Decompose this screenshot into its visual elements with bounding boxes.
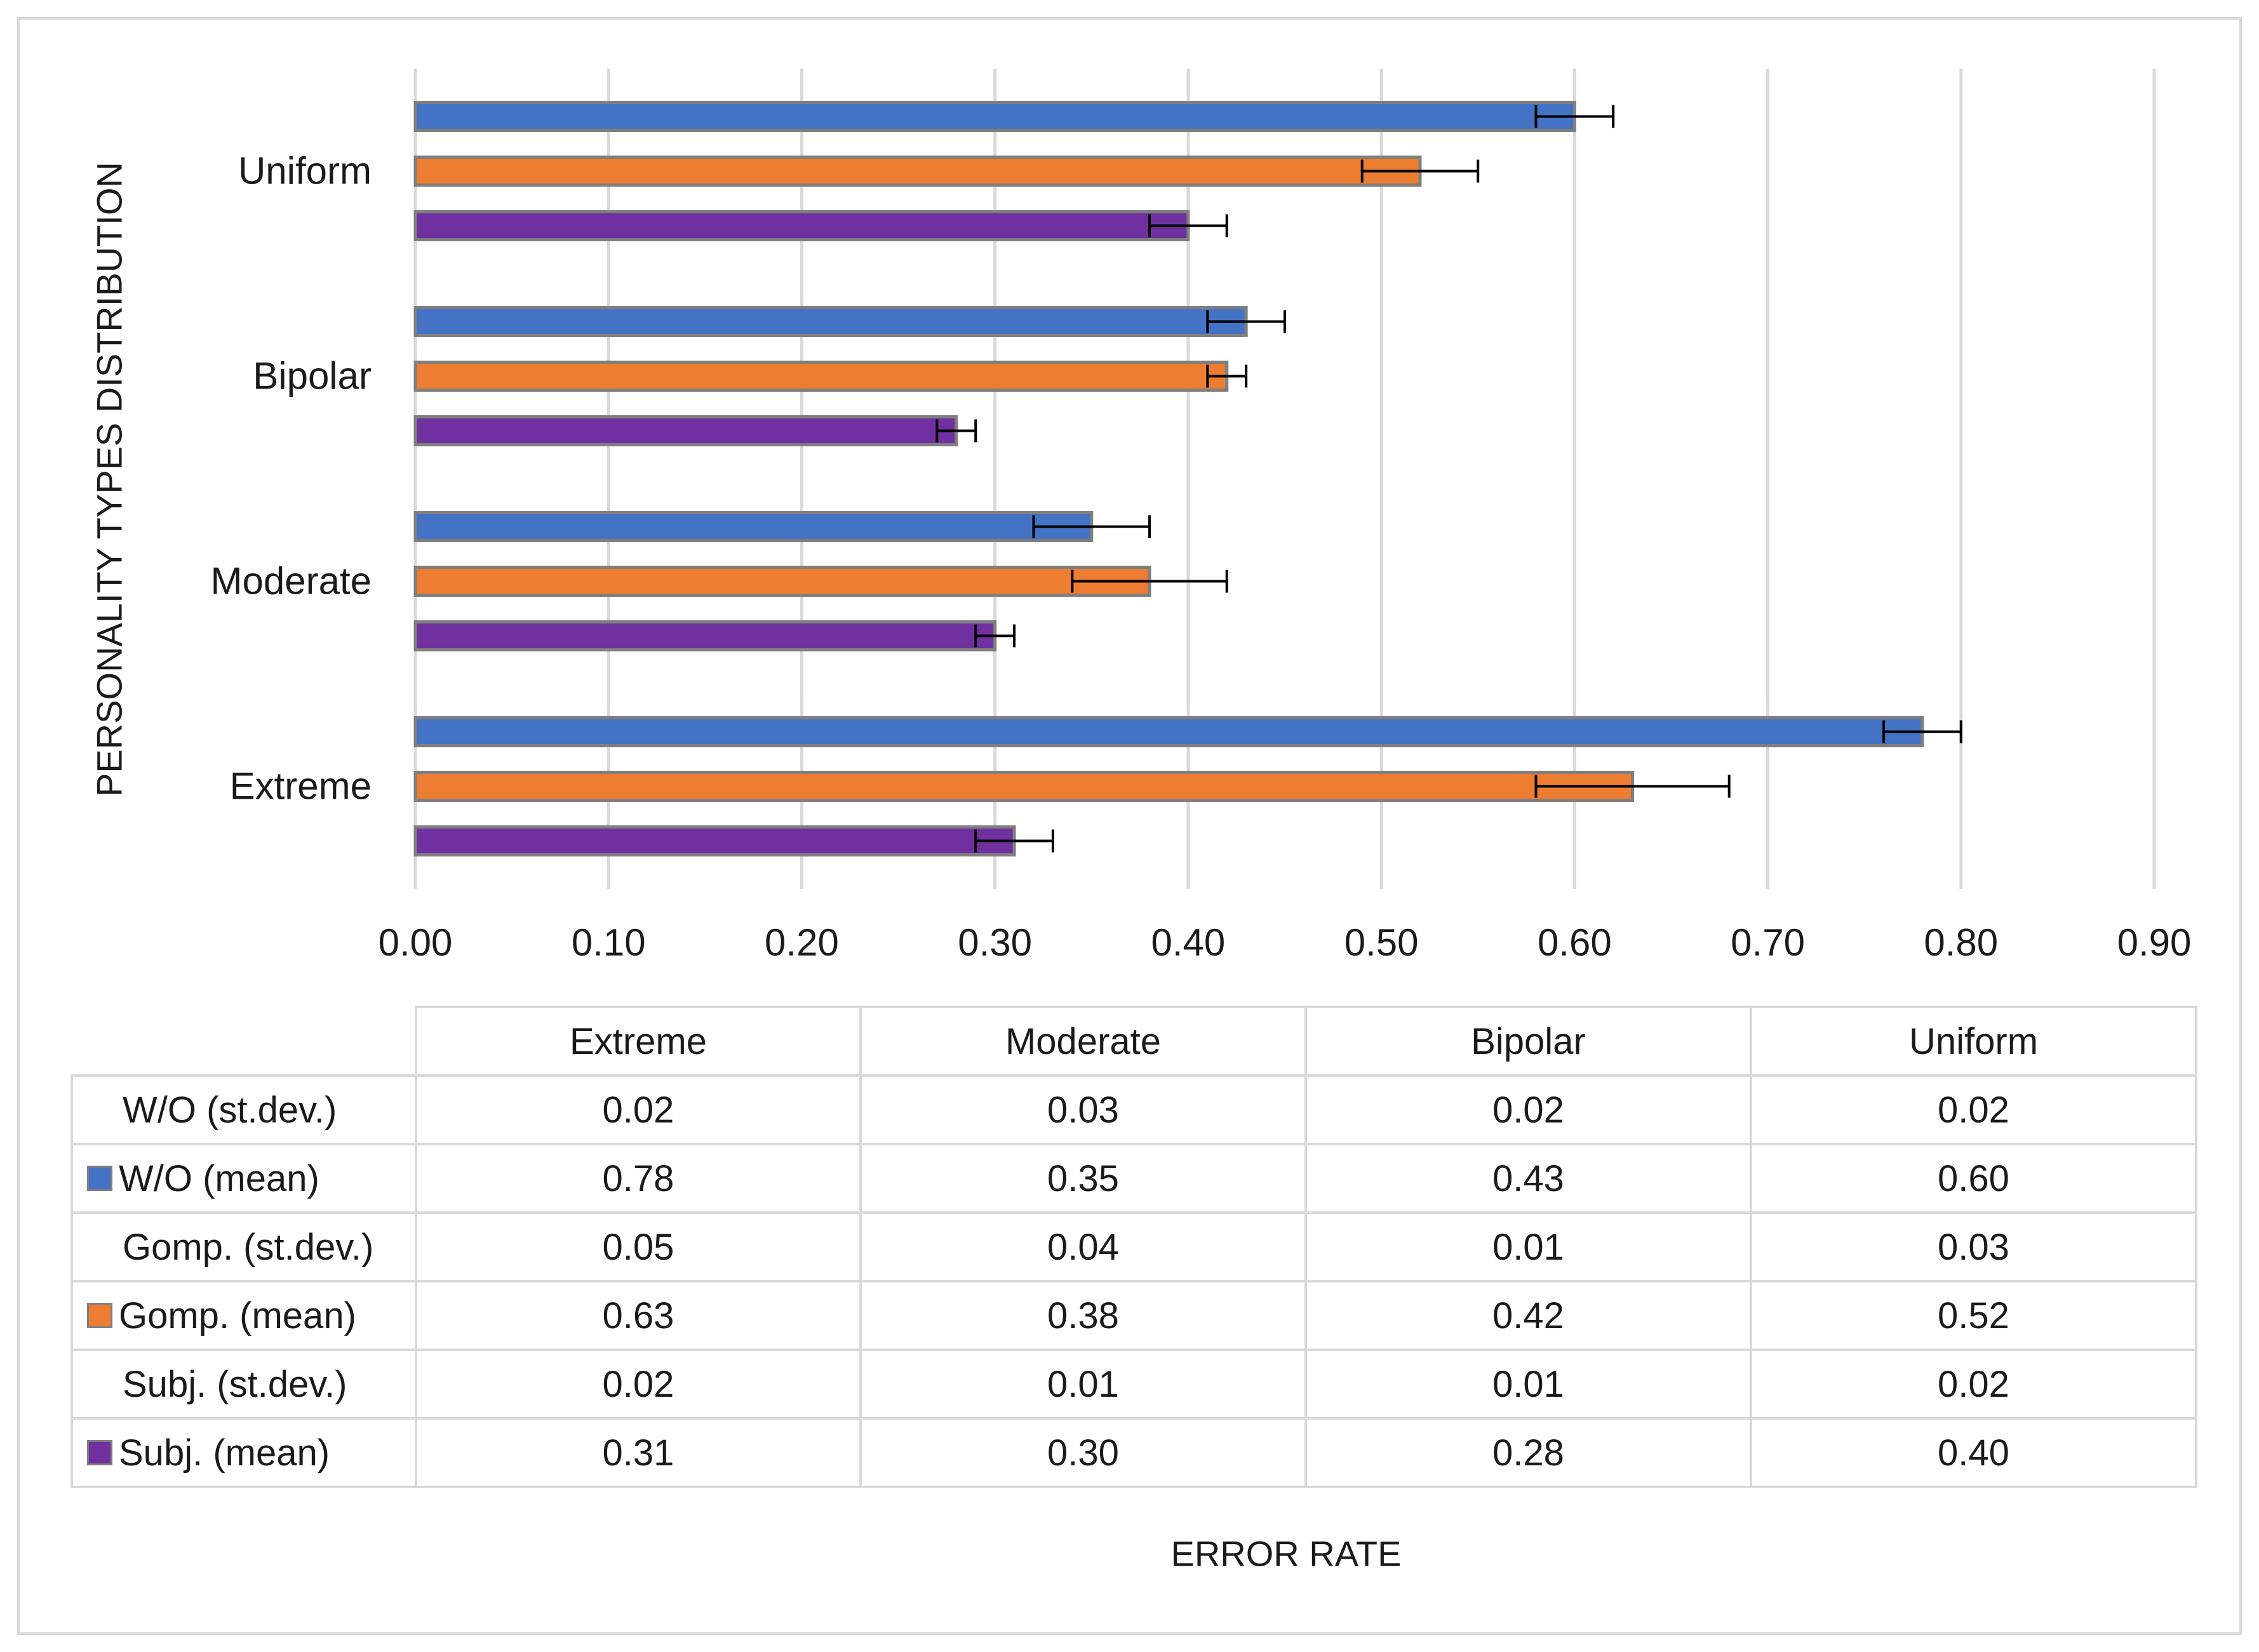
table-row: Subj. (st.dev.) 0.02 0.01 0.01 0.02 [70,1349,2197,1420]
x-tick-label: 0.40 [1151,921,1225,964]
table-column-header: Extreme [415,1006,862,1077]
table-row-label-text: W/O (st.dev.) [123,1089,337,1131]
table-row-label: Subj. (st.dev.) [70,1349,417,1420]
bar [413,716,1924,747]
table-cell: 0.38 [859,1280,1307,1351]
bar [413,361,1229,392]
table-cell: 0.02 [415,1074,862,1145]
bar [413,771,1635,802]
table-row-label-text: W/O (mean) [119,1157,319,1199]
bar [413,566,1151,597]
table-cell: 0.43 [1304,1143,1752,1214]
table-cell: 0.40 [1750,1417,2197,1488]
table-cell: 0.60 [1750,1143,2197,1214]
legend-key-icon [87,1303,112,1329]
table-row-label-text: Subj. (mean) [119,1432,330,1474]
x-tick-label: 0.90 [2117,921,2192,964]
table-cell: 0.05 [415,1211,862,1282]
bar [413,156,1422,187]
table-cell: 0.01 [1304,1349,1752,1420]
bar [413,511,1094,542]
table-cell: 0.01 [859,1349,1307,1420]
category-label: Bipolar [253,355,372,397]
category-label: Extreme [230,765,372,808]
bar [413,415,958,446]
table-row: W/O (mean) 0.78 0.35 0.43 0.60 [70,1143,2197,1214]
x-tick-label: 0.50 [1344,921,1419,964]
table-cell: 0.02 [1750,1074,2197,1145]
bar [413,825,1016,856]
table-row: Gomp. (st.dev.) 0.05 0.04 0.01 0.03 [70,1211,2197,1282]
table-cell: 0.78 [415,1143,862,1214]
table-cell: 0.03 [1750,1211,2197,1282]
table-row-label-text: Gomp. (mean) [119,1295,356,1336]
bar [413,620,997,651]
chart-frame [17,17,2242,1635]
x-axis-label: ERROR RATE [1170,1533,1402,1574]
table-row-label: Subj. (mean) [70,1417,417,1488]
table-row-label: W/O (st.dev.) [70,1074,417,1145]
table-column-header: Moderate [859,1006,1307,1077]
table-column-header: Uniform [1750,1006,2197,1077]
bar [413,306,1248,337]
x-tick-label: 0.70 [1731,921,1805,964]
x-tick-label: 0.20 [765,921,839,964]
table-cell: 0.28 [1304,1417,1752,1488]
table-row-label: Gomp. (st.dev.) [70,1211,417,1282]
x-tick-label: 0.00 [379,921,453,964]
legend-key-icon [87,1440,112,1466]
table-row-label-text: Subj. (st.dev.) [123,1363,347,1405]
table-header-row: Extreme Moderate Bipolar Uniform [72,1006,2197,1077]
y-axis-label: PERSONALITY TYPES DISTRIBUTION [89,162,130,797]
table-row-label-text: Gomp. (st.dev.) [123,1226,374,1268]
table-cell: 0.04 [859,1211,1307,1282]
x-tick-label: 0.80 [1924,921,1998,964]
table-row: Gomp. (mean) 0.63 0.38 0.42 0.52 [70,1280,2197,1351]
table-cell: 0.35 [859,1143,1307,1214]
legend-key-icon [87,1166,112,1192]
category-label: Uniform [238,150,372,192]
bar [413,101,1576,132]
table-cell: 0.02 [415,1349,862,1420]
table-cell: 0.52 [1750,1280,2197,1351]
bar [413,210,1190,241]
x-tick-label: 0.60 [1538,921,1612,964]
table-cell: 0.42 [1304,1280,1752,1351]
table-cell: 0.63 [415,1280,862,1351]
table-cell: 0.01 [1304,1211,1752,1282]
table-row: Subj. (mean) 0.31 0.30 0.28 0.40 [70,1417,2197,1488]
x-tick-label: 0.30 [958,921,1032,964]
table-cell: 0.03 [859,1074,1307,1145]
table-cell: 0.02 [1304,1074,1752,1145]
table-cell: 0.02 [1750,1349,2197,1420]
table-row-label: W/O (mean) [70,1143,417,1214]
table-corner [72,1007,417,1077]
table-row-label: Gomp. (mean) [70,1280,417,1351]
table-column-header: Bipolar [1304,1006,1752,1077]
x-tick-label: 0.10 [572,921,646,964]
table-row: W/O (st.dev.) 0.02 0.03 0.02 0.02 [70,1074,2197,1145]
data-table: Extreme Moderate Bipolar Uniform W/O (st.dev… [70,1006,2197,1488]
category-label: Moderate [211,560,372,603]
table-cell: 0.31 [415,1417,862,1488]
table-cell: 0.30 [859,1417,1307,1488]
